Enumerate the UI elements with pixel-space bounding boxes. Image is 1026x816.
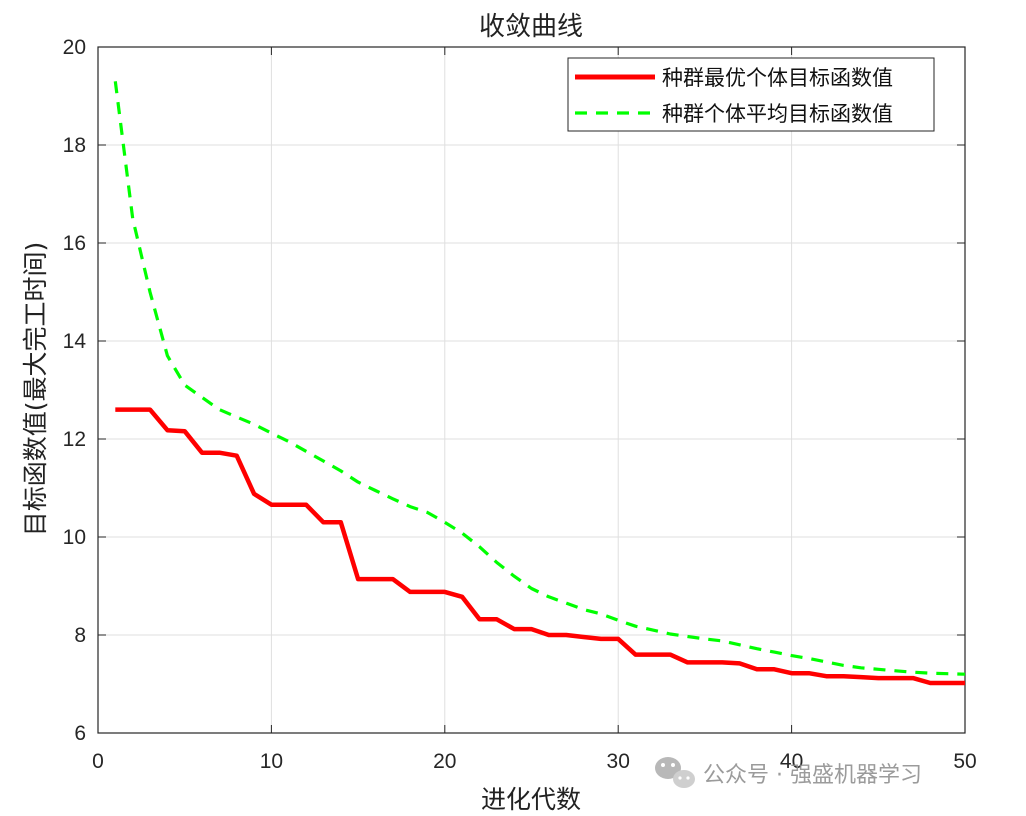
x-tick-label: 40: [780, 750, 803, 773]
y-tick-label: 12: [63, 428, 86, 451]
axis-ticks: 0 10 20 30 40 50 6 8 10 12 14 16 18 20: [63, 36, 977, 773]
best-individual-line: [115, 407, 965, 686]
x-tick-label: 10: [260, 750, 283, 773]
y-tick-label: 10: [63, 526, 86, 549]
x-tick-label: 20: [433, 750, 456, 773]
y-axis-title: 目标函数值(最大完工时间): [21, 242, 50, 537]
x-tick-label: 0: [92, 750, 104, 773]
legend-box: [567, 57, 935, 132]
x-tick-label: 30: [607, 750, 630, 773]
x-axis-title: 进化代数: [481, 785, 581, 814]
plot-frame: [97, 46, 966, 734]
series-lines: [113, 81, 966, 686]
watermark-text: 公众号 · 强盛机器学习: [703, 763, 922, 788]
y-tick-label: 18: [63, 134, 86, 157]
y-tick-label: 14: [63, 330, 87, 353]
y-tick-label: 20: [63, 36, 86, 59]
legend-label-best: 种群最优个体目标函数值: [662, 66, 893, 90]
wechat-icon: [655, 757, 695, 788]
x-tick-label: 50: [953, 750, 976, 773]
y-tick-label: 6: [74, 722, 86, 745]
y-tick-label: 16: [63, 232, 86, 255]
y-tick-label: 8: [74, 624, 86, 647]
legend-label-average: 种群个体平均目标函数值: [662, 102, 893, 126]
chart-title: 收敛曲线: [479, 12, 583, 42]
watermark: 公众号 · 强盛机器学习: [655, 757, 922, 788]
legend: 种群最优个体目标函数值 种群个体平均目标函数值: [567, 57, 935, 132]
